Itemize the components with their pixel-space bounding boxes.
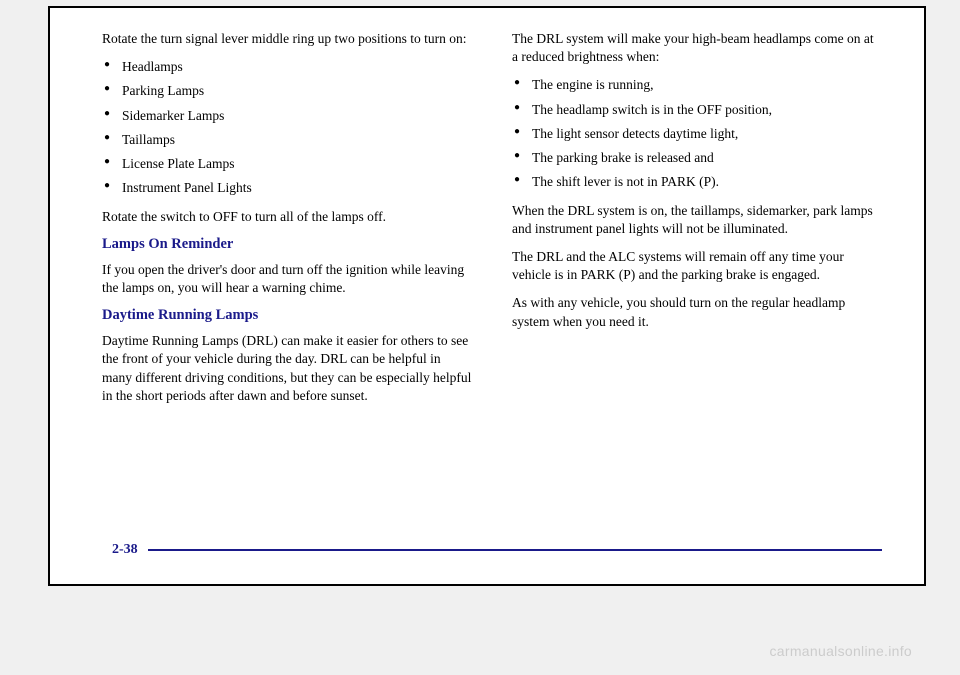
list-item: The parking brake is released and	[512, 149, 882, 167]
right-p2-text: The DRL and the ALC systems will remain …	[512, 248, 882, 284]
list-item: License Plate Lamps	[102, 155, 472, 173]
left-intro-text: Rotate the turn signal lever middle ring…	[102, 30, 472, 48]
daytime-running-lamps-heading: Daytime Running Lamps	[102, 307, 472, 324]
list-item: Instrument Panel Lights	[102, 179, 472, 197]
right-column: The DRL system will make your high-beam …	[512, 30, 882, 415]
list-item: The light sensor detects daytime light,	[512, 125, 882, 143]
list-item: The engine is running,	[512, 76, 882, 94]
right-bullet-list: The engine is running, The headlamp swit…	[512, 76, 882, 191]
left-bullet-list: Headlamps Parking Lamps Sidemarker Lamps…	[102, 58, 472, 197]
list-item: The shift lever is not in PARK (P).	[512, 173, 882, 191]
watermark-text: carmanualsonline.info	[770, 643, 913, 659]
daytime-running-lamps-text: Daytime Running Lamps (DRL) can make it …	[102, 332, 472, 405]
left-after-list-text: Rotate the switch to OFF to turn all of …	[102, 208, 472, 226]
footer-divider-line	[148, 549, 882, 551]
lamps-on-reminder-heading: Lamps On Reminder	[102, 236, 472, 253]
left-column: Rotate the turn signal lever middle ring…	[102, 30, 472, 415]
list-item: Taillamps	[102, 131, 472, 149]
list-item: Parking Lamps	[102, 82, 472, 100]
right-intro-text: The DRL system will make your high-beam …	[512, 30, 882, 66]
content-area: Rotate the turn signal lever middle ring…	[50, 8, 924, 425]
list-item: The headlamp switch is in the OFF positi…	[512, 101, 882, 119]
page-footer: 2-38	[112, 542, 882, 558]
page-frame: Rotate the turn signal lever middle ring…	[48, 6, 926, 586]
page-number: 2-38	[112, 542, 138, 558]
lamps-on-reminder-text: If you open the driver's door and turn o…	[102, 261, 472, 297]
right-p1-text: When the DRL system is on, the taillamps…	[512, 202, 882, 238]
list-item: Sidemarker Lamps	[102, 107, 472, 125]
right-p3-text: As with any vehicle, you should turn on …	[512, 294, 882, 330]
list-item: Headlamps	[102, 58, 472, 76]
